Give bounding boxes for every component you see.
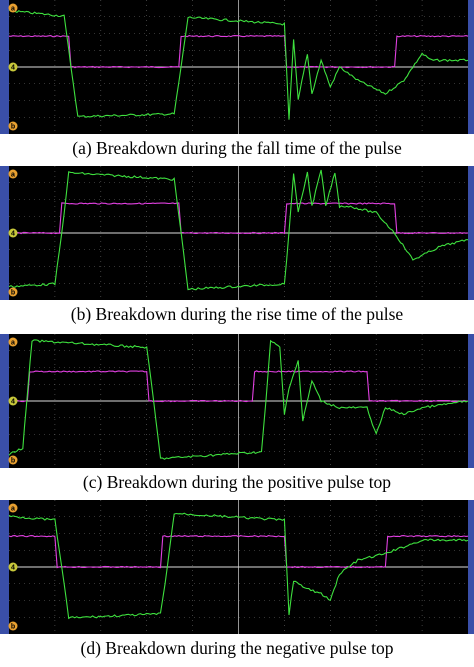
scope-screen: a 4 b	[0, 500, 474, 634]
screen-border-left	[0, 334, 9, 468]
channel-marker-label: 4	[11, 65, 15, 72]
waveform	[9, 370, 468, 403]
caption: (d) Breakdown during the negative pulse …	[81, 638, 394, 658]
channel-marker	[8, 228, 18, 238]
channel-marker	[8, 337, 18, 347]
waveform	[8, 34, 469, 69]
channel-marker	[8, 455, 18, 465]
channel-marker-label: a	[11, 6, 15, 13]
channel-marker-label: 4	[11, 399, 15, 406]
channel-marker-label: b	[11, 624, 15, 631]
channel-marker	[8, 562, 18, 572]
waveform	[8, 202, 469, 235]
channel-marker-label: a	[11, 506, 15, 513]
channel-marker-label: b	[11, 290, 15, 297]
channel-marker	[8, 287, 18, 297]
channel-marker	[8, 621, 18, 631]
scope-screen: a 4 b	[0, 334, 474, 468]
waveform	[8, 9, 469, 120]
waveform	[8, 169, 468, 291]
channel-marker-label: 4	[11, 565, 15, 572]
channel-marker	[8, 121, 18, 131]
waveform	[8, 512, 469, 620]
waveform	[8, 535, 469, 569]
caption: (a) Breakdown during the fall time of th…	[72, 138, 402, 158]
channel-marker	[8, 62, 18, 72]
caption: (b) Breakdown during the rise time of th…	[71, 304, 404, 324]
channel-marker-label: 4	[11, 231, 15, 238]
channel-marker-label: b	[11, 124, 15, 131]
screen-border-left	[0, 166, 9, 300]
channel-marker-label: a	[11, 340, 15, 347]
scope-screen: a 4 b	[0, 0, 474, 134]
channel-marker-label: a	[11, 172, 15, 179]
scope-screen: a 4 b	[0, 166, 474, 300]
waveform	[8, 339, 469, 460]
screen-border-right	[468, 500, 474, 634]
screen-border-left	[0, 500, 9, 634]
screen-border-right	[468, 166, 474, 300]
screen-border-left	[0, 0, 9, 134]
channel-marker	[8, 503, 18, 513]
channel-marker	[8, 396, 18, 406]
channel-marker-label: b	[11, 458, 15, 465]
caption: (c) Breakdown during the positive pulse …	[83, 472, 391, 492]
channel-marker	[8, 169, 18, 179]
channel-marker	[8, 3, 18, 13]
screen-border-right	[468, 0, 474, 134]
screen-border-right	[468, 334, 474, 468]
